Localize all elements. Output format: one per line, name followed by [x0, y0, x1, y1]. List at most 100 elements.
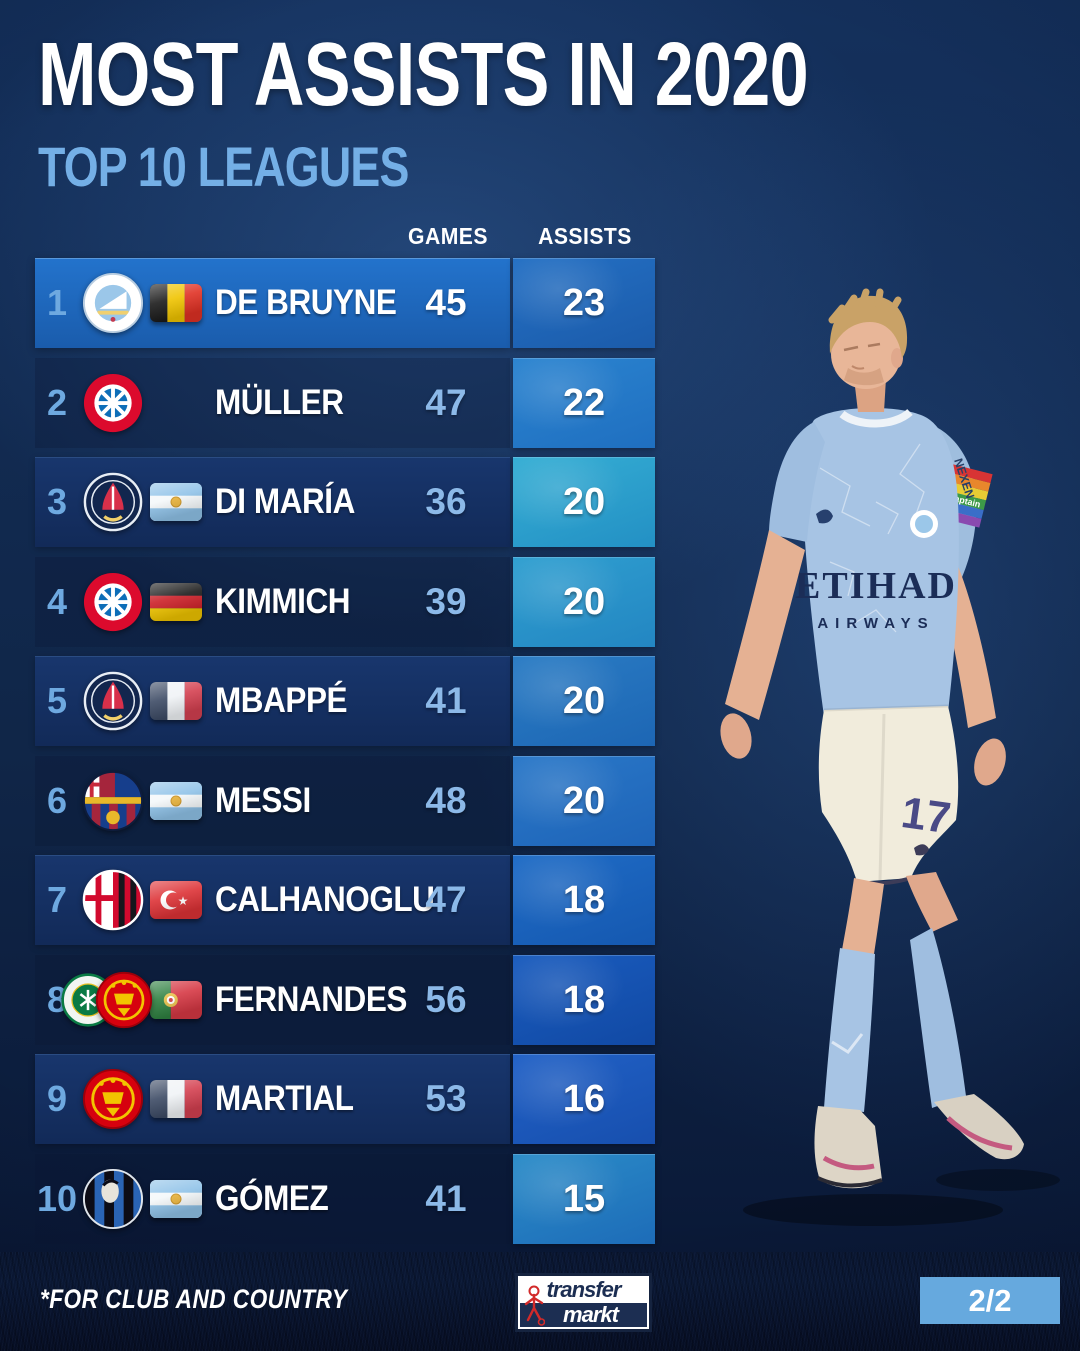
flag-gloss [150, 682, 202, 720]
club-badge-bayern-munich [82, 571, 144, 633]
rank-label: 5 [46, 680, 68, 721]
row-main: 10 GÓMEZ 41 [35, 1154, 510, 1244]
page-title: MOST ASSISTS IN 2020 [38, 25, 809, 125]
assists-value: 20 [513, 457, 655, 547]
player-name: DI MARÍA [215, 482, 355, 521]
games-value: 36 [425, 481, 467, 522]
assists-value: 15 [513, 1154, 655, 1244]
player-front-sock [824, 948, 875, 1112]
player-name: FERNANDES [215, 980, 407, 1019]
assists-ranking-table: 1 DE BRUYNE 45 23 2 MÜLLER 47 22 3 DI MARÍA 36 20 4 K… [35, 258, 655, 1244]
flag-germany [150, 583, 202, 621]
player-name: MESSI [215, 781, 311, 820]
row-main: 4 KIMMICH 39 [35, 557, 510, 647]
flag-gloss [150, 881, 202, 919]
column-header-games: GAMES [408, 223, 488, 249]
row-main: 9 MARTIAL 53 [35, 1054, 510, 1144]
player-name: MBAPPÉ [215, 681, 348, 720]
games-value: 39 [425, 581, 467, 622]
row-main: 3 DI MARÍA 36 [35, 457, 510, 547]
transfermarkt-player-icon [524, 1285, 545, 1326]
player-right-arm [720, 422, 825, 759]
rank-label: 2 [46, 382, 68, 423]
assists-number: 20 [562, 480, 606, 523]
rank-label: 10 [36, 1178, 78, 1219]
transfermarkt-logo-line1: transfer [520, 1278, 647, 1303]
flag-france [150, 1080, 202, 1118]
table-row-3: 3 DI MARÍA 36 20 [35, 457, 655, 547]
assists-number: 22 [562, 381, 606, 424]
rank-label: 4 [46, 581, 68, 622]
flag-gloss [150, 284, 202, 322]
table-row-10: 10 GÓMEZ 41 15 [35, 1154, 655, 1244]
svg-text:★: ★ [178, 894, 189, 908]
flag-argentina [150, 483, 202, 521]
flag-france [150, 682, 202, 720]
shirt-sponsor-text: ETIHAD [795, 565, 957, 607]
player-photo: Captain NEXEN ETIHAD AIRWAYS [720, 288, 1060, 1226]
games-value: 45 [425, 282, 467, 323]
games-value: 56 [425, 979, 467, 1020]
club-badge-atalanta [82, 1168, 144, 1230]
assists-number: 20 [562, 679, 606, 722]
shirt-crackle-pattern [819, 443, 925, 633]
player-back-leg [906, 872, 1024, 1160]
assists-value: 20 [513, 656, 655, 746]
assists-number: 18 [562, 878, 606, 921]
player-name: DE BRUYNE [215, 283, 397, 322]
flag-portugal [150, 981, 202, 1019]
assists-value: 23 [513, 258, 655, 348]
footnote: *FOR CLUB AND COUNTRY [40, 1284, 348, 1314]
rank-label: 6 [46, 780, 68, 821]
player-shadow-2 [936, 1169, 1060, 1191]
transfermarkt-logo-line2: markt [520, 1302, 647, 1327]
shirt-collar [839, 408, 913, 428]
row-main: 2 MÜLLER 47 [35, 358, 510, 448]
flag-belgium [150, 284, 202, 322]
table-row-9: 9 MARTIAL 53 16 [35, 1054, 655, 1144]
page-subtitle: TOP 10 LEAGUES [38, 135, 409, 198]
puma-logo-on-shorts [914, 844, 929, 856]
rank-label: 3 [46, 481, 68, 522]
player-name: KIMMICH [215, 582, 351, 621]
shorts-number: 17 [898, 788, 953, 843]
assists-value: 18 [513, 955, 655, 1045]
assists-number: 23 [562, 281, 606, 324]
club-badge-barcelona [82, 770, 144, 832]
assists-number: 16 [562, 1077, 606, 1120]
assists-value: 16 [513, 1054, 655, 1144]
table-row-1: 1 DE BRUYNE 45 23 [35, 258, 655, 348]
flag-turkey: ★ [150, 881, 202, 919]
player-head [828, 288, 908, 412]
player-front-leg [814, 878, 884, 1189]
player-name: MÜLLER [215, 383, 344, 422]
games-value: 53 [425, 1078, 467, 1119]
rank-label: 8 [46, 979, 68, 1020]
club-badge-bayern-munich [82, 372, 144, 434]
assists-value: 22 [513, 358, 655, 448]
table-row-6: 6 MESSI 48 20 [35, 756, 655, 846]
flag-gloss [150, 782, 202, 820]
player-name: GÓMEZ [215, 1179, 329, 1218]
player-shadow [743, 1194, 1003, 1226]
assists-value: 20 [513, 756, 655, 846]
club-badge-manchester-united [82, 1068, 144, 1130]
shirt-sponsor-sub-text: AIRWAYS [817, 615, 934, 632]
club-badge-paris-saint-germain [82, 670, 144, 732]
games-value: 41 [425, 1178, 467, 1219]
row-main: 8 FERNANDES 56 [35, 955, 510, 1045]
table-row-5: 5 MBAPPÉ 41 20 [35, 656, 655, 746]
puma-logo-on-shirt [816, 509, 833, 524]
assists-value: 18 [513, 855, 655, 945]
games-value: 48 [425, 780, 467, 821]
games-value: 47 [425, 879, 467, 920]
flag-gloss [150, 1180, 202, 1218]
assists-number: 20 [562, 580, 606, 623]
flag-argentina [150, 1180, 202, 1218]
club-badge-manchester-city [82, 272, 144, 334]
rank-label: 1 [46, 282, 68, 323]
assists-value: 20 [513, 557, 655, 647]
row-main: 1 DE BRUYNE 45 [35, 258, 510, 348]
transfermarkt-logo: transfer markt [518, 1276, 649, 1329]
